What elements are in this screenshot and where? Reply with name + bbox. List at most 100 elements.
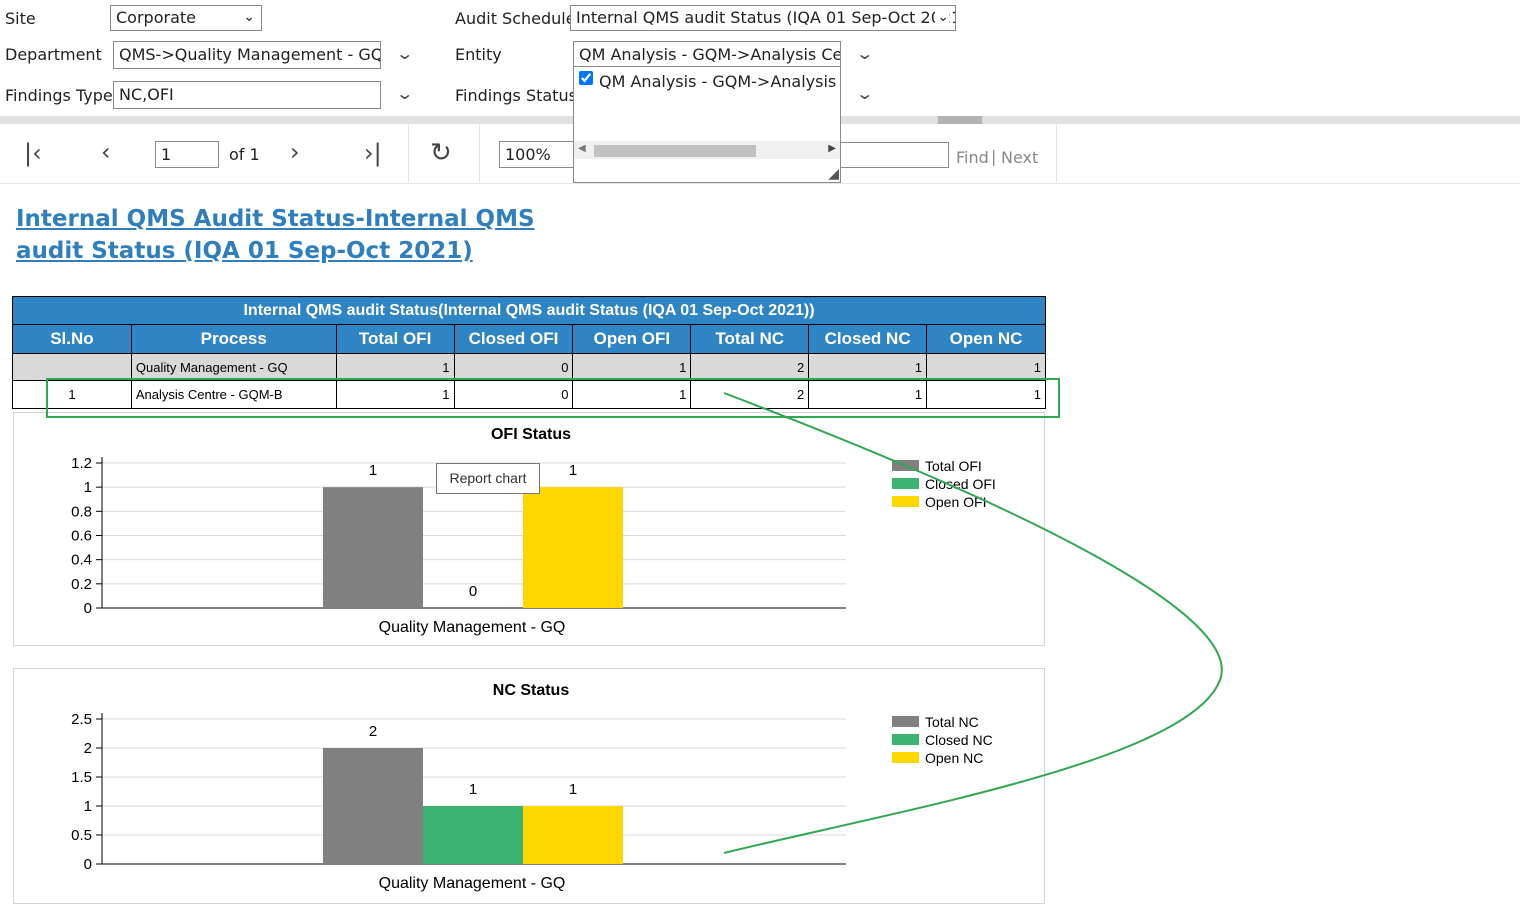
legend-swatch xyxy=(892,478,919,489)
splitter-handle[interactable] xyxy=(938,116,982,124)
column-header: Closed OFI xyxy=(453,324,574,354)
zoom-value: 100% xyxy=(505,145,551,164)
legend-label: Open NC xyxy=(925,750,983,766)
legend-swatch xyxy=(892,734,919,745)
audit-status-table: Internal QMS audit Status(Internal QMS a… xyxy=(12,296,1046,409)
entity-dropdown-popup[interactable]: QM Analysis - GQM->Analysis Ce ◀ ▶ ◢ xyxy=(573,66,841,183)
entity-chevron-down-icon[interactable]: ⌄ xyxy=(855,44,875,63)
entity-label: Entity xyxy=(455,45,502,64)
y-tick-label: 0 xyxy=(84,600,92,617)
department-input[interactable]: QMS->Quality Management - GQ xyxy=(113,41,381,69)
x-category-label: Quality Management - GQ xyxy=(379,619,566,636)
table-cell xyxy=(12,353,132,381)
legend-swatch xyxy=(892,460,919,471)
data-label: 1 xyxy=(569,462,577,479)
audit-schedule-label: Audit Schedule xyxy=(455,9,576,28)
column-header: Open OFI xyxy=(572,324,692,354)
toolbar-separator xyxy=(479,124,480,182)
popup-horizontal-scrollbar[interactable]: ◀ ▶ xyxy=(574,141,840,159)
table-cell: 1 xyxy=(335,380,455,409)
page-number-value: 1 xyxy=(161,145,172,164)
findings-status-label: Findings Status xyxy=(455,86,577,105)
legend-label: Closed OFI xyxy=(925,476,996,492)
table-cell: 1 xyxy=(808,353,928,381)
find-input[interactable] xyxy=(830,142,949,168)
x-category-label: Quality Management - GQ xyxy=(379,875,566,892)
table-header: Internal QMS audit Status(Internal QMS a… xyxy=(12,296,1046,325)
report-title[interactable]: Internal QMS Audit Status-Internal QMS a… xyxy=(16,206,535,264)
chart-bar xyxy=(523,806,623,864)
resize-grip-icon[interactable]: ◢ xyxy=(828,166,839,182)
findings-type-input[interactable]: NC,OFI xyxy=(113,81,381,109)
audit-schedule-value: Internal QMS audit Status (IQA 01 Sep-Oc… xyxy=(576,8,956,27)
chart-bar xyxy=(423,806,523,864)
audit-schedule-select[interactable]: Internal QMS audit Status (IQA 01 Sep-Oc… xyxy=(570,5,956,31)
entity-option-label[interactable]: QM Analysis - GQM->Analysis Ce xyxy=(599,72,841,91)
chart-tooltip: Report chart xyxy=(436,463,540,494)
table-cell: 1 xyxy=(12,380,132,409)
legend-swatch xyxy=(892,716,919,727)
toolbar-separator xyxy=(1056,124,1057,182)
department-value: QMS->Quality Management - GQ xyxy=(119,45,381,64)
chevron-down-icon: ⌄ xyxy=(935,9,949,25)
findings-type-value: NC,OFI xyxy=(119,85,174,104)
findings-status-chevron-down-icon[interactable]: ⌄ xyxy=(855,84,875,103)
y-tick-label: 1 xyxy=(84,479,92,496)
y-tick-label: 2.5 xyxy=(71,711,92,728)
y-tick-label: 0.4 xyxy=(71,552,92,569)
chart-bar xyxy=(323,487,423,608)
table-cell: Quality Management - GQ xyxy=(130,353,337,381)
findings-type-chevron-down-icon[interactable]: ⌄ xyxy=(395,84,415,103)
data-label: 1 xyxy=(369,462,377,479)
y-tick-label: 0.6 xyxy=(71,528,92,545)
scroll-right-icon[interactable]: ▶ xyxy=(828,143,836,154)
toolbar-border xyxy=(0,183,1520,184)
entity-input[interactable]: QM Analysis - GQM->Analysis Centre xyxy=(573,41,841,69)
table-cell: 1 xyxy=(572,380,692,409)
column-header: Closed NC xyxy=(808,324,928,354)
toolbar-separator xyxy=(408,124,409,182)
column-header: Sl.No xyxy=(12,324,132,354)
column-header: Total NC xyxy=(690,324,810,354)
site-label: Site xyxy=(5,9,36,28)
highlight-box xyxy=(46,378,1060,418)
next-button[interactable]: Next xyxy=(1001,148,1039,167)
entity-option-checkbox[interactable] xyxy=(579,71,593,85)
entity-value: QM Analysis - GQM->Analysis Centre xyxy=(579,45,840,64)
site-select[interactable]: Corporate ⌄ xyxy=(110,5,262,31)
find-button[interactable]: Find xyxy=(956,148,989,167)
ofi-chart-panel: OFI Status 1.2 1 0.8 0.6 0.4 0.2 0 1 Total OFI 0 Cl… xyxy=(13,412,1045,646)
table-cell: 1 xyxy=(335,353,455,381)
column-header: Total OFI xyxy=(335,324,455,354)
data-label: 1 xyxy=(569,781,577,798)
next-page-icon[interactable]: › xyxy=(290,138,300,166)
department-label: Department xyxy=(5,45,102,64)
ofi-status-chart: OFI Status 1.2 1 0.8 0.6 0.4 0.2 0 1 Total OFI 0 Cl… xyxy=(71,426,996,636)
nc-chart-panel: NC Status 2.5 2 1.5 1 0.5 0 2 Total NC 1 Closed NC… xyxy=(13,668,1045,904)
table-cell: 1 xyxy=(572,353,692,381)
data-label: 2 xyxy=(369,723,377,740)
department-chevron-down-icon[interactable]: ⌄ xyxy=(395,44,415,63)
first-page-icon[interactable]: |‹ xyxy=(24,139,42,167)
refresh-icon[interactable]: ↻ xyxy=(430,138,452,168)
legend-label: Open OFI xyxy=(925,494,986,510)
y-tick-label: 1.5 xyxy=(71,769,92,786)
y-tick-label: 0.2 xyxy=(71,576,92,593)
table-cell: 0 xyxy=(453,353,574,381)
last-page-icon[interactable]: ›| xyxy=(364,139,382,167)
site-value: Corporate xyxy=(116,8,196,27)
y-tick-label: 0 xyxy=(84,856,92,873)
scroll-left-icon[interactable]: ◀ xyxy=(578,143,586,154)
previous-page-icon[interactable]: ‹ xyxy=(101,138,111,166)
scrollbar-thumb[interactable] xyxy=(594,145,756,157)
table-cell: 2 xyxy=(690,353,810,381)
legend-label: Total NC xyxy=(925,714,979,730)
chart-title: NC Status xyxy=(493,682,570,699)
legend-swatch xyxy=(892,752,919,763)
chevron-down-icon: ⌄ xyxy=(243,9,255,25)
y-tick-label: 0.8 xyxy=(71,503,92,520)
find-separator: | xyxy=(991,147,997,166)
y-tick-label: 1.2 xyxy=(71,455,92,472)
column-header: Open NC xyxy=(926,324,1046,354)
page-number-input[interactable]: 1 xyxy=(155,141,219,168)
